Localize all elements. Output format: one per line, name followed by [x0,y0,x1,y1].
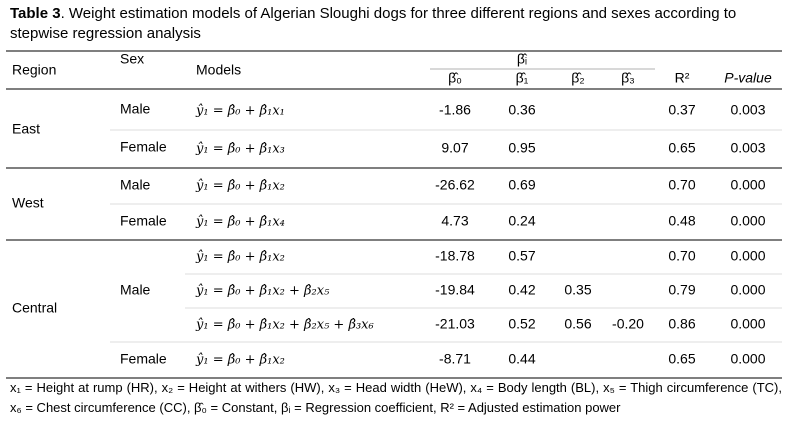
sex: Male [120,177,151,193]
model: ŷ₁ = β̂₀ + β̂₁x₂ + β̂₂x₅ [195,284,330,299]
header-cell: Sex [120,51,144,67]
cell: 0.57 [508,248,535,264]
cell: 0.24 [508,213,535,229]
cell: 0.42 [508,282,535,298]
model: ŷ₁ = β̂₀ + β̂₁x₂ [195,179,285,194]
header-cell: β̂₀ [448,70,462,86]
cell: 0.003 [730,102,765,118]
model: ŷ₁ = β̂₀ + β̂₁x₄ [195,215,285,230]
region: Central [12,300,57,316]
cell: 0.000 [730,248,765,264]
cell: -21.03 [435,316,475,332]
model: ŷ₁ = β̂₀ + β̂₁x₁ [195,104,285,119]
cell: 0.000 [730,213,765,229]
cell: 0.000 [730,282,765,298]
model: ŷ₁ = β̂₀ + β̂₁x₂ + β̂₂x₅ + β̂₃x₆ [195,318,374,333]
title-label: Table 3 [10,5,61,22]
cell: 0.44 [508,351,535,367]
cell: -1.86 [439,102,471,118]
cell: -18.78 [435,248,475,264]
table-title: Table 3. Weight estimation models of Alg… [10,4,784,44]
header-cell: β̂₂ [571,70,585,86]
sex: Male [120,101,151,117]
cell: 0.000 [730,351,765,367]
sex: Female [120,351,167,367]
header-cell: β̂₃ [621,70,635,86]
cell: 0.65 [668,351,695,367]
footnote: x₁ = Height at rump (HR), x₂ = Height at… [10,380,782,415]
sex: Female [120,139,167,155]
cell: 0.95 [508,140,535,156]
sex: Male [120,282,151,298]
cell: 0.37 [668,102,695,118]
cell: 0.79 [668,282,695,298]
cell: 0.48 [668,213,695,229]
cell: 0.56 [564,316,591,332]
cell: 9.07 [441,140,468,156]
region: East [12,121,40,137]
cell: 4.73 [441,213,468,229]
cell: 0.69 [508,177,535,193]
cell: 0.003 [730,140,765,156]
header-cell: β̂₁ [516,70,529,86]
cell: 0.52 [508,316,535,332]
cell: 0.35 [564,282,591,298]
model: ŷ₁ = β̂₀ + β̂₁x₂ [195,250,285,265]
header-cell: P-value [724,70,772,86]
cell: -0.20 [612,316,644,332]
cell: -8.71 [439,351,471,367]
cell: 0.70 [668,248,695,264]
cell: 0.000 [730,177,765,193]
model: ŷ₁ = β̂₀ + β̂₁x₂ [195,353,285,368]
header-cell: Region [12,62,56,78]
header-cell: Models [196,62,241,78]
cell: -19.84 [435,282,475,298]
cell: 0.36 [508,102,535,118]
cell: 0.000 [730,316,765,332]
title-text: . Weight estimation models of Algerian S… [10,5,737,42]
cell: -26.62 [435,177,475,193]
cell: 0.70 [668,177,695,193]
header-cell: β̂ᵢ [517,51,528,67]
region: West [12,195,44,211]
header-cell: R² [675,70,690,86]
cell: 0.65 [668,140,695,156]
sex: Female [120,213,167,229]
cell: 0.86 [668,316,695,332]
model: ŷ₁ = β̂₀ + β̂₁x₃ [195,142,285,157]
